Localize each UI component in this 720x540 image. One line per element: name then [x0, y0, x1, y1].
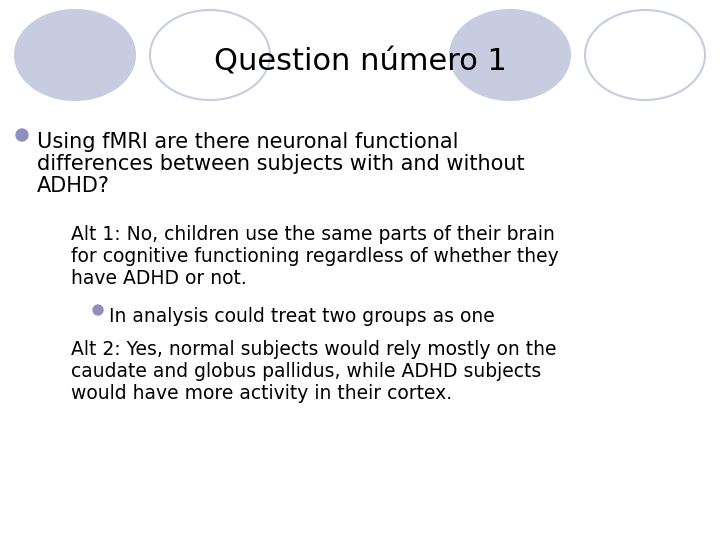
Text: caudate and globus pallidus, while ADHD subjects: caudate and globus pallidus, while ADHD … — [71, 362, 541, 381]
Text: Question número 1: Question número 1 — [214, 48, 506, 77]
Ellipse shape — [15, 10, 135, 100]
Text: Using fMRI are there neuronal functional: Using fMRI are there neuronal functional — [37, 132, 459, 152]
Text: Alt 1: No, children use the same parts of their brain: Alt 1: No, children use the same parts o… — [71, 225, 555, 244]
Ellipse shape — [450, 10, 570, 100]
Circle shape — [16, 129, 28, 141]
Text: ADHD?: ADHD? — [37, 176, 110, 196]
Text: differences between subjects with and without: differences between subjects with and wi… — [37, 154, 525, 174]
Text: would have more activity in their cortex.: would have more activity in their cortex… — [71, 384, 452, 403]
Text: have ADHD or not.: have ADHD or not. — [71, 269, 247, 288]
Text: Alt 2: Yes, normal subjects would rely mostly on the: Alt 2: Yes, normal subjects would rely m… — [71, 340, 557, 359]
Text: for cognitive functioning regardless of whether they: for cognitive functioning regardless of … — [71, 247, 559, 266]
Text: In analysis could treat two groups as one: In analysis could treat two groups as on… — [109, 307, 495, 326]
Circle shape — [93, 305, 103, 315]
